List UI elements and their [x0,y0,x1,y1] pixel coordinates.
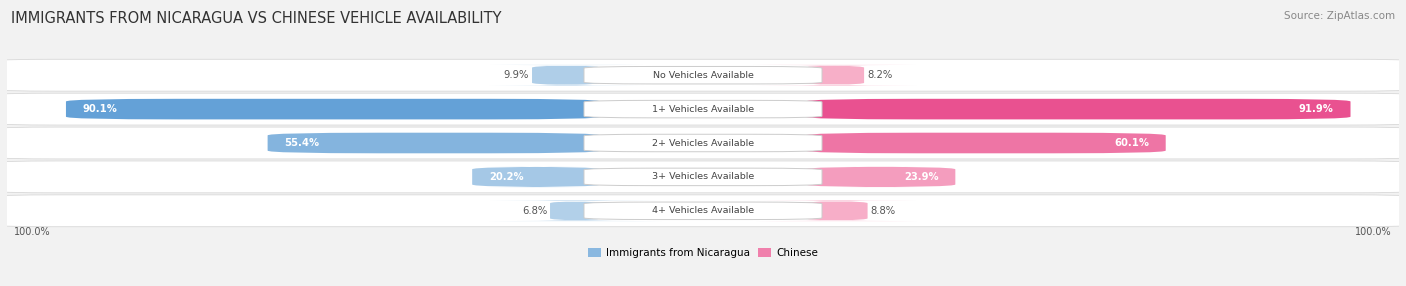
Text: IMMIGRANTS FROM NICARAGUA VS CHINESE VEHICLE AVAILABILITY: IMMIGRANTS FROM NICARAGUA VS CHINESE VEH… [11,11,502,26]
FancyBboxPatch shape [489,200,661,221]
Text: 4+ Vehicles Available: 4+ Vehicles Available [652,206,754,215]
Text: 6.8%: 6.8% [522,206,547,216]
Text: 9.9%: 9.9% [503,70,529,80]
FancyBboxPatch shape [752,65,917,86]
Text: 55.4%: 55.4% [284,138,319,148]
FancyBboxPatch shape [806,166,955,187]
FancyBboxPatch shape [583,168,823,186]
FancyBboxPatch shape [267,133,600,153]
Legend: Immigrants from Nicaragua, Chinese: Immigrants from Nicaragua, Chinese [583,244,823,262]
FancyBboxPatch shape [583,100,823,118]
Text: 2+ Vehicles Available: 2+ Vehicles Available [652,138,754,148]
FancyBboxPatch shape [0,59,1406,91]
Text: 23.9%: 23.9% [904,172,939,182]
FancyBboxPatch shape [66,99,600,120]
FancyBboxPatch shape [0,195,1406,227]
FancyBboxPatch shape [0,127,1406,159]
FancyBboxPatch shape [583,202,823,220]
FancyBboxPatch shape [756,200,917,221]
FancyBboxPatch shape [583,134,823,152]
FancyBboxPatch shape [489,65,644,86]
Text: 1+ Vehicles Available: 1+ Vehicles Available [652,105,754,114]
Text: 90.1%: 90.1% [83,104,118,114]
Text: 8.8%: 8.8% [870,206,896,216]
FancyBboxPatch shape [472,166,600,187]
Text: 100.0%: 100.0% [1355,227,1392,237]
FancyBboxPatch shape [0,93,1406,125]
FancyBboxPatch shape [583,66,823,84]
Text: 91.9%: 91.9% [1299,104,1334,114]
FancyBboxPatch shape [806,99,1351,120]
Text: Source: ZipAtlas.com: Source: ZipAtlas.com [1284,11,1395,21]
FancyBboxPatch shape [0,161,1406,193]
Text: 60.1%: 60.1% [1114,138,1149,148]
Text: No Vehicles Available: No Vehicles Available [652,71,754,80]
Text: 3+ Vehicles Available: 3+ Vehicles Available [652,172,754,181]
Text: 8.2%: 8.2% [868,70,893,80]
Text: 20.2%: 20.2% [489,172,523,182]
Text: 100.0%: 100.0% [14,227,51,237]
FancyBboxPatch shape [806,133,1166,153]
